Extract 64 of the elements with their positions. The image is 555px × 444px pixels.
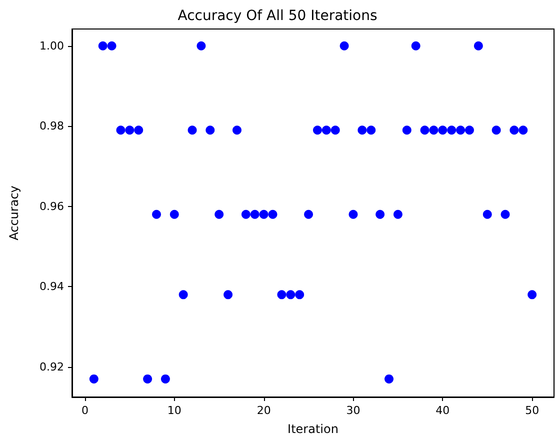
x-tick-label: 40 [436,404,450,417]
point [465,126,474,135]
point [447,126,456,135]
x-tick-label: 30 [346,404,360,417]
point [98,41,108,50]
point [160,374,170,384]
point [277,290,286,300]
point [143,374,152,384]
point [286,290,296,300]
point [196,41,206,50]
point [438,126,448,135]
point [330,126,340,135]
y-tick-label: 0.94 [40,280,64,294]
point [304,210,314,219]
x-tick-label: 20 [256,404,271,417]
y-tick-label: 0.96 [40,200,64,213]
x-axis-title: Iteration [288,422,338,436]
point [178,290,188,300]
point [107,41,116,50]
point [224,290,233,300]
x-tick-label: 10 [167,404,182,417]
point [500,210,510,219]
y-tick-label: 0.98 [40,120,64,133]
point [134,126,144,135]
point [250,210,260,219]
point [259,210,268,219]
point [89,374,98,384]
point [268,210,278,219]
point [518,126,528,135]
point [411,41,420,50]
point [125,126,134,135]
point [420,126,430,135]
point [322,126,331,135]
point [348,210,358,219]
point [188,126,197,135]
point [295,290,304,300]
point [312,126,322,135]
point [170,210,179,219]
chart-title: Accuracy Of All 50 Iterations [178,8,378,24]
point [474,41,483,50]
point [429,126,438,135]
point [492,126,501,135]
point [482,210,492,219]
point [358,126,367,135]
point [456,126,466,135]
point [393,210,402,219]
point [232,126,242,135]
point [340,41,349,50]
point [384,374,394,384]
point [152,210,162,219]
y-tick-label: 0.92 [40,360,64,374]
point [241,210,250,219]
x-tick-label: 50 [525,404,540,417]
point [510,126,519,135]
point [214,210,224,219]
y-tick-label: 1.00 [40,39,64,52]
x-tick-label: 0 [81,404,88,417]
point [366,126,376,135]
point [402,126,412,135]
point [528,290,537,300]
point [206,126,215,135]
point [116,126,126,135]
point [376,210,385,219]
y-axis-title: Accuracy [7,186,21,240]
